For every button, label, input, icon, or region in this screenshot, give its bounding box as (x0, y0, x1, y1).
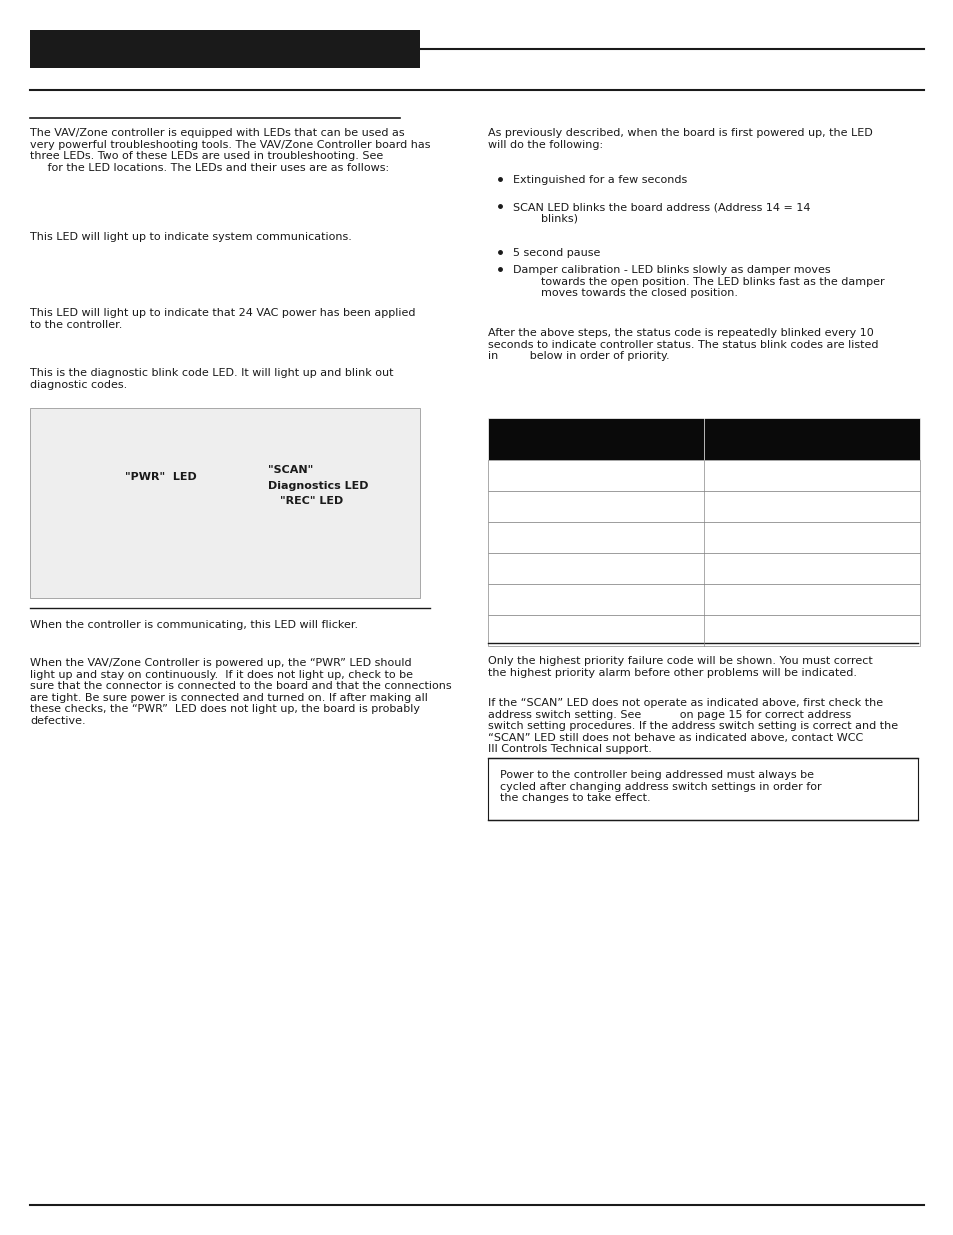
Bar (488, 522, 919, 553)
Text: Damper calibration - LED blinks slowly as damper moves
        towards the open : Damper calibration - LED blinks slowly a… (513, 266, 883, 298)
Bar (488, 417, 919, 459)
Text: This LED will light up to indicate that 24 VAC power has been applied
to the con: This LED will light up to indicate that … (30, 308, 416, 330)
Text: "SCAN": "SCAN" (268, 466, 313, 475)
Text: SCAN LED blinks the board address (Address 14 = 14
        blinks): SCAN LED blinks the board address (Addre… (513, 203, 810, 224)
Text: When the VAV/Zone Controller is powered up, the “PWR” LED should
light up and st: When the VAV/Zone Controller is powered … (30, 658, 451, 726)
Bar (30, 30, 419, 68)
Bar (488, 758, 917, 820)
Text: Diagnostics LED: Diagnostics LED (268, 480, 368, 492)
Text: Power to the controller being addressed must always be
cycled after changing add: Power to the controller being addressed … (499, 769, 821, 803)
Text: This is the diagnostic blink code LED. It will light up and blink out
diagnostic: This is the diagnostic blink code LED. I… (30, 368, 393, 389)
Bar (488, 615, 919, 646)
Text: Extinguished for a few seconds: Extinguished for a few seconds (513, 175, 686, 185)
Text: Only the highest priority failure code will be shown. You must correct
the highe: Only the highest priority failure code w… (488, 656, 872, 678)
Text: 5 second pause: 5 second pause (513, 248, 599, 258)
Text: "PWR"  LED: "PWR" LED (125, 472, 196, 482)
Bar (488, 584, 919, 615)
Text: After the above steps, the status code is repeatedly blinked every 10
seconds to: After the above steps, the status code i… (488, 329, 878, 361)
Text: "REC" LED: "REC" LED (280, 496, 343, 506)
Text: When the controller is communicating, this LED will flicker.: When the controller is communicating, th… (30, 620, 357, 630)
Bar (488, 492, 919, 522)
Bar (488, 553, 919, 584)
Bar (488, 459, 919, 492)
Text: The VAV/Zone controller is equipped with LEDs that can be used as
very powerful : The VAV/Zone controller is equipped with… (30, 128, 430, 173)
Bar (30, 408, 419, 598)
Text: This LED will light up to indicate system communications.: This LED will light up to indicate syste… (30, 232, 352, 242)
Text: As previously described, when the board is first powered up, the LED
will do the: As previously described, when the board … (488, 128, 872, 149)
Text: If the “SCAN” LED does not operate as indicated above, first check the
address s: If the “SCAN” LED does not operate as in… (488, 698, 897, 755)
